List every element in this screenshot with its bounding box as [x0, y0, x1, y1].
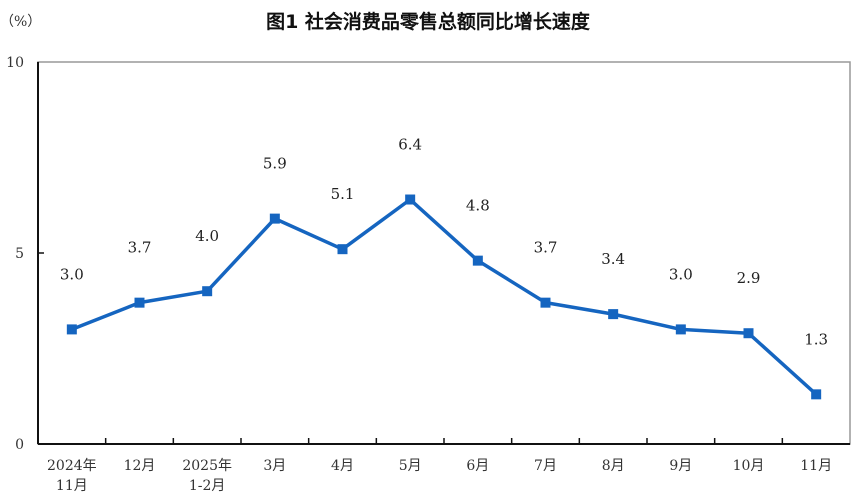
data-point: [66, 324, 77, 335]
x-tick-label: 5月: [399, 458, 422, 474]
x-tick-label: 6月: [466, 458, 489, 474]
data-label: 2.9: [737, 269, 761, 287]
x-tick-label: 2025年: [182, 458, 232, 474]
data-point: [269, 213, 280, 224]
plot-frame: [37, 61, 851, 445]
data-point: [134, 297, 145, 308]
data-point: [540, 297, 551, 308]
data-point: [608, 309, 619, 320]
x-tick-label: 4月: [331, 458, 354, 474]
data-label: 3.4: [601, 250, 625, 268]
data-label: 3.7: [534, 239, 558, 257]
x-tick-label: 11月: [800, 458, 832, 474]
y-tick-label: 5: [15, 246, 24, 262]
data-label: 4.8: [466, 197, 490, 215]
data-point: [405, 194, 416, 205]
x-tick-label: 12月: [124, 458, 156, 474]
data-label: 3.0: [60, 265, 84, 283]
x-tick-label: 8月: [602, 458, 625, 474]
y-axis-label: （%）: [0, 14, 41, 30]
data-label: 4.0: [195, 227, 219, 245]
data-label: 1.3: [804, 330, 828, 348]
chart-title: 图1 社会消费品零售总额同比增长速度: [266, 10, 591, 33]
x-tick-label: 2024年: [47, 458, 97, 474]
y-tick-label: 0: [15, 437, 24, 453]
data-point: [675, 324, 686, 335]
data-point: [472, 255, 483, 266]
x-tick-label: 3月: [263, 458, 286, 474]
data-label: 5.9: [263, 155, 287, 173]
data-label: 6.4: [398, 136, 422, 154]
x-tick-label: 7月: [534, 458, 557, 474]
data-point: [202, 286, 213, 297]
data-point: [743, 328, 754, 339]
x-tick-label: 11月: [56, 478, 88, 494]
data-point: [337, 244, 348, 255]
data-point: [811, 389, 822, 400]
x-tick-label: 10月: [733, 458, 765, 474]
x-tick-label: 1-2月: [189, 478, 226, 494]
data-label: 3.7: [128, 239, 152, 257]
data-label: 5.1: [331, 185, 355, 203]
series-line: [71, 197, 818, 396]
data-label: 3.0: [669, 265, 693, 283]
y-tick-label: 10: [6, 55, 24, 71]
x-tick-label: 9月: [669, 458, 692, 474]
